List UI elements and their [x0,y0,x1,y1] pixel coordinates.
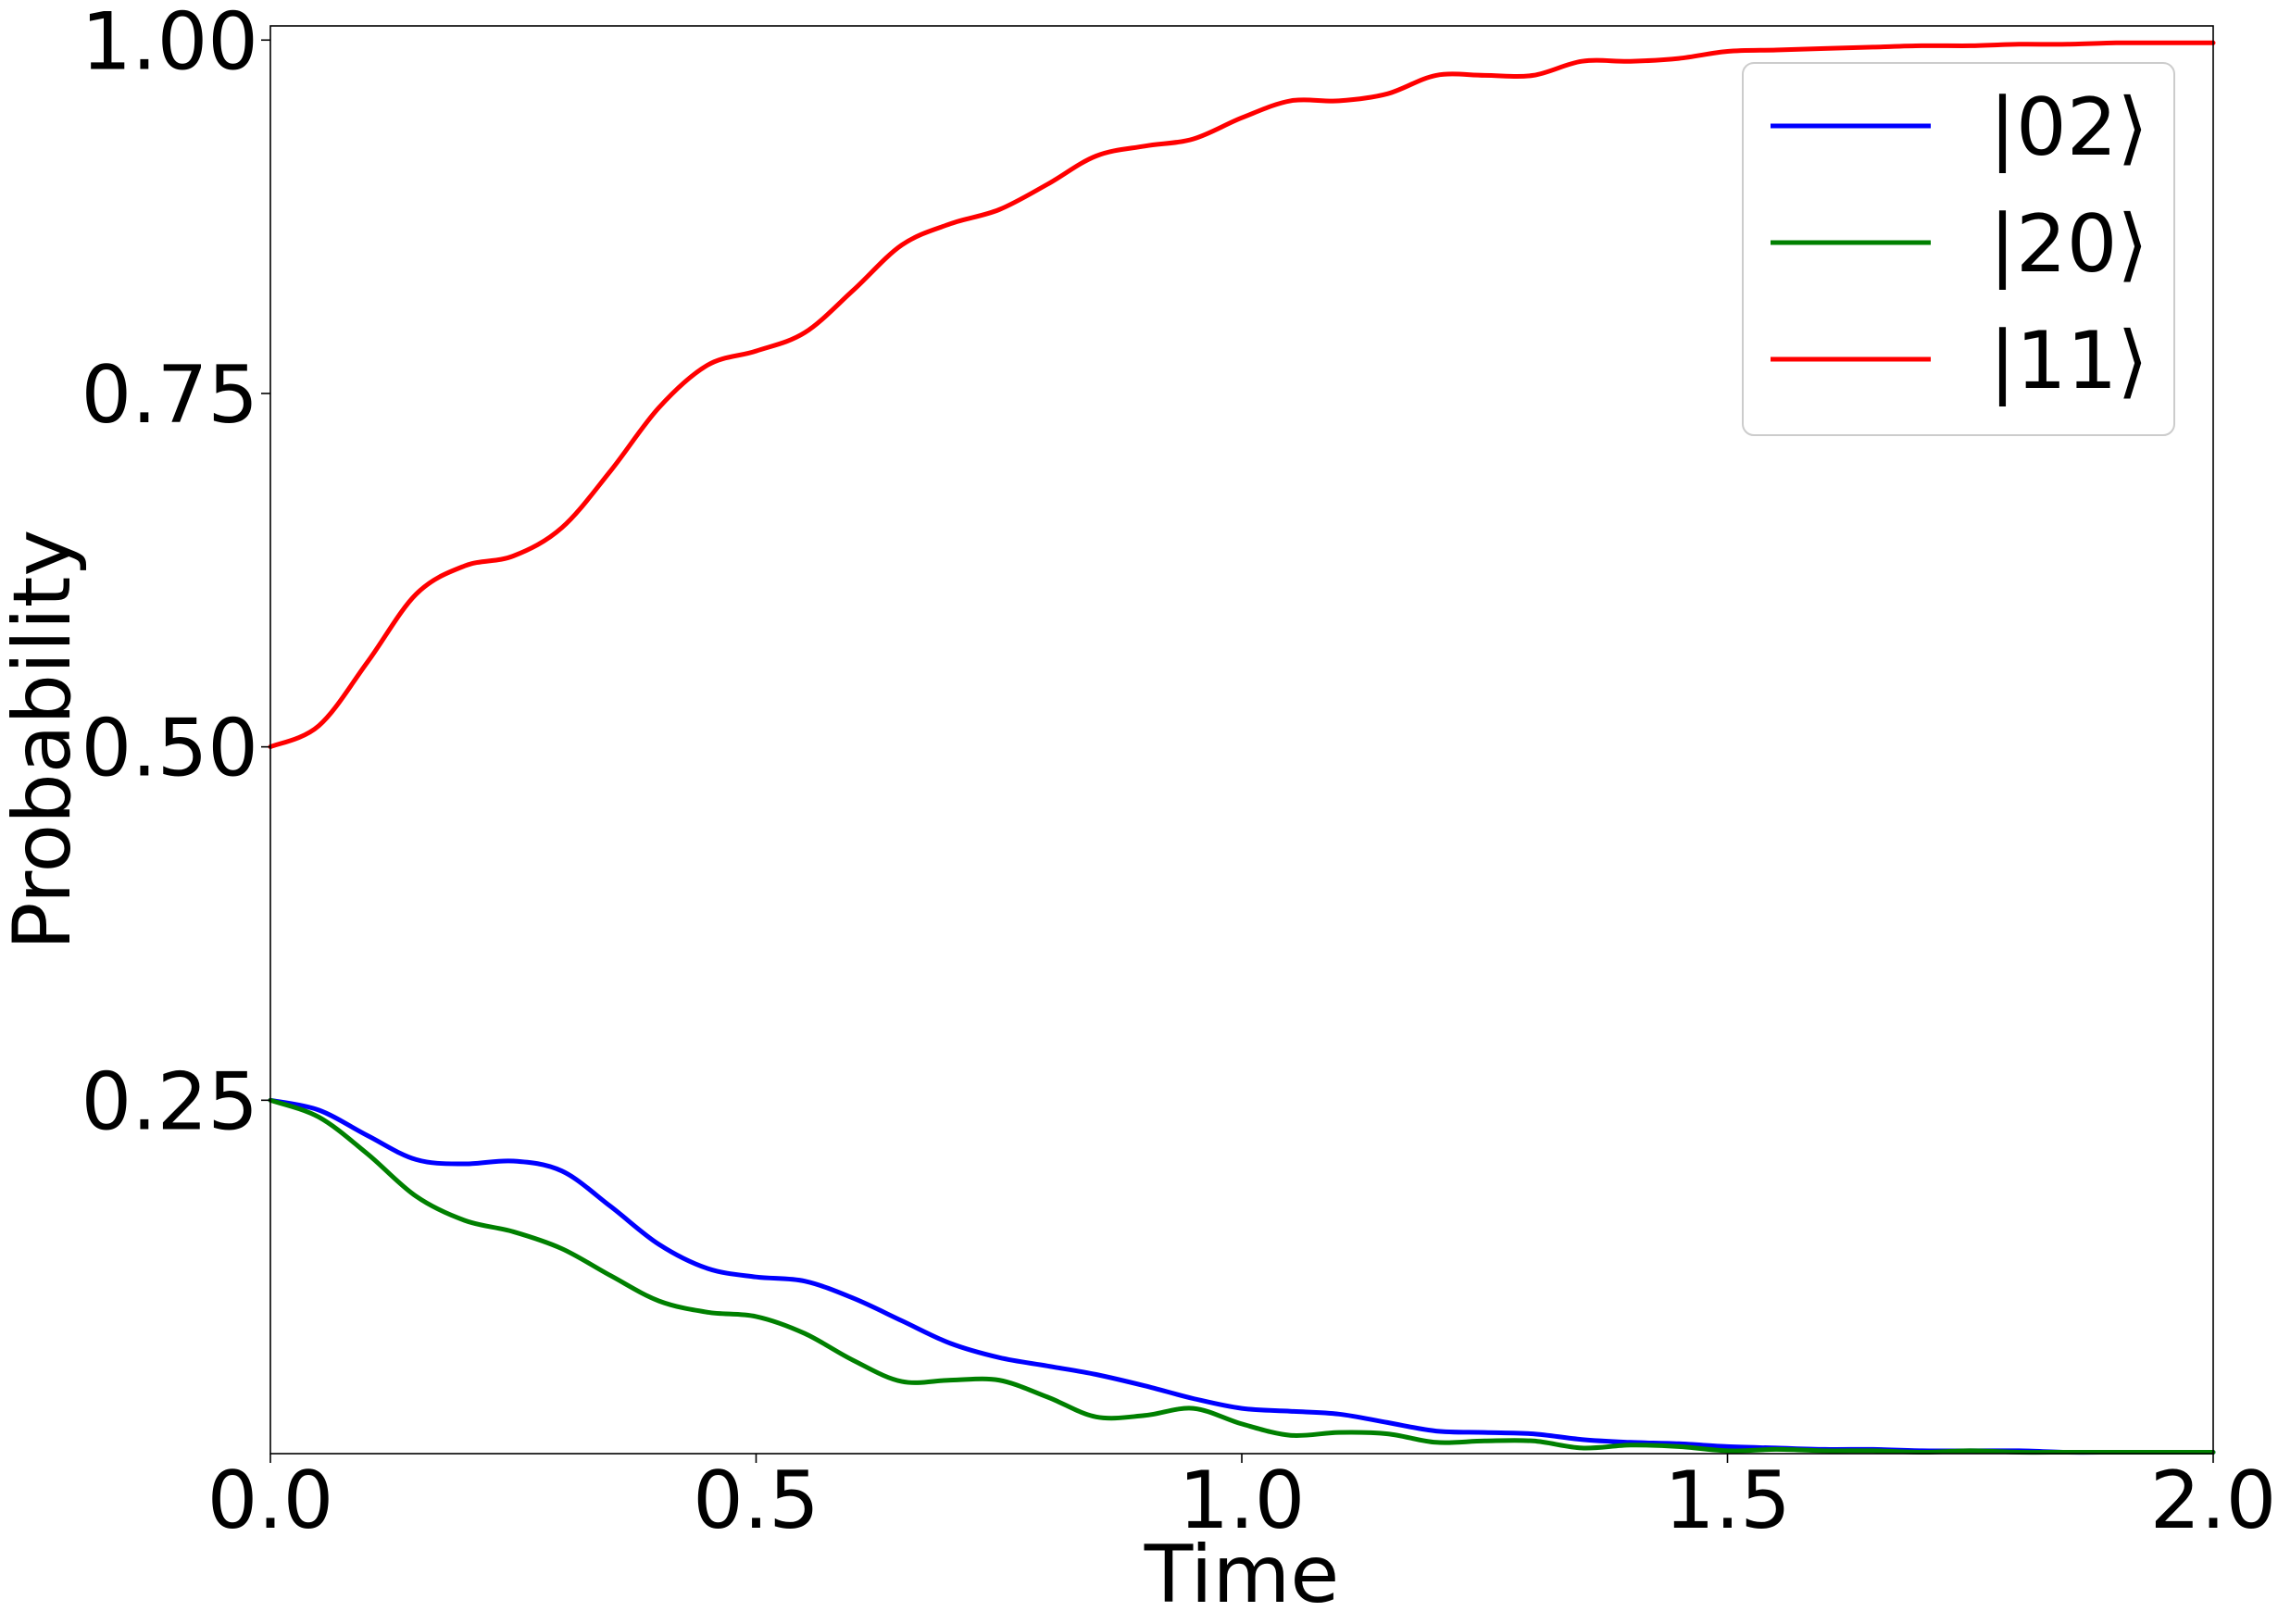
legend-label-2: |20⟩ [1989,198,2148,291]
x-tick-label: 2.0 [2150,1455,2277,1547]
y-tick-label: 1.00 [81,0,258,88]
legend-label-3: |11⟩ [1989,315,2148,407]
y-axis-label: Probability [0,530,89,951]
y-tick-label: 0.25 [81,1056,258,1148]
legend-label-1: |02⟩ [1989,81,2148,174]
x-tick-label: 0.5 [693,1455,820,1547]
y-tick-label: 0.50 [81,703,258,795]
legend-frame [1742,62,2175,436]
x-tick-label: 1.0 [1179,1455,1306,1547]
x-axis-label: Time [1144,1529,1339,1621]
ticks-layer: 0.0 0.5 1.0 1.5 2.0 0.25 0.50 0.75 1.00 [81,0,2277,1547]
y-tick-label: 0.75 [81,349,258,442]
series-line-3 [268,40,2216,750]
series-line-2 [268,1097,2216,1455]
x-tick-label: 0.0 [207,1455,334,1547]
legend: |02⟩ |20⟩ |11⟩ [1742,62,2175,436]
series-layer [268,40,2216,1455]
legend-entries: |02⟩ |20⟩ |11⟩ [1771,81,2148,407]
x-tick-label: 1.5 [1664,1455,1791,1547]
